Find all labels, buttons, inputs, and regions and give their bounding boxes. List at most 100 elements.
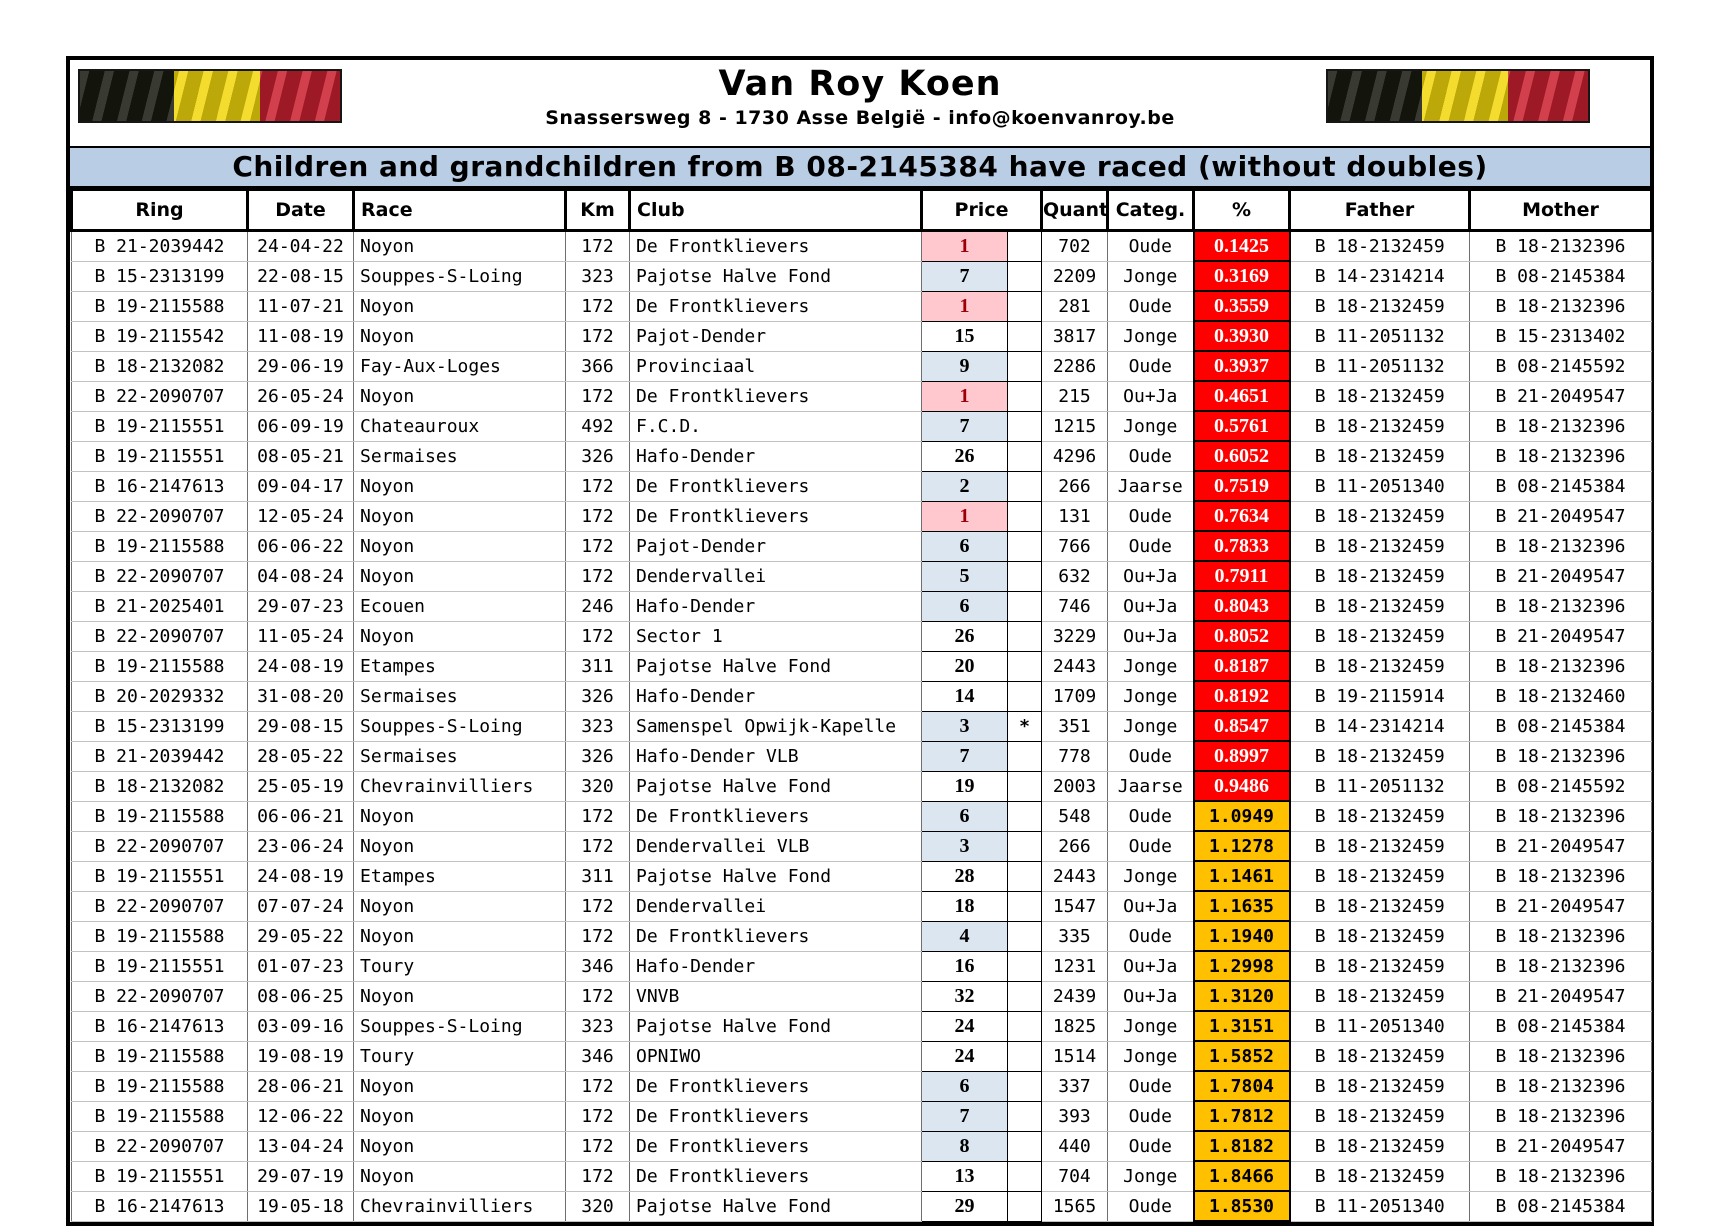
- table-row: B 19-2115588 11-07-21 Noyon 172 De Frontklie…: [71, 290, 1652, 322]
- cell-km: 346: [565, 950, 630, 982]
- cell-club: De Frontklievers: [629, 1160, 922, 1192]
- cell-club: Pajot-Dender: [629, 530, 922, 562]
- cell-club: De Frontklievers: [629, 1070, 922, 1102]
- cell-father: B 14-2314214: [1289, 710, 1470, 742]
- cell-km: 326: [565, 680, 630, 712]
- cell-km: 172: [565, 530, 630, 562]
- cell-ring: B 22-2090707: [71, 890, 248, 922]
- cell-race: Noyon: [353, 620, 566, 652]
- cell-race: Sermaises: [353, 440, 566, 472]
- cell-club: Pajotse Halve Fond: [629, 260, 922, 292]
- cell-quantity: 351: [1041, 710, 1108, 742]
- cell-categ: Ou+Ja: [1107, 380, 1194, 412]
- cell-km: 172: [565, 980, 630, 1012]
- cell-ring: B 22-2090707: [71, 830, 248, 862]
- cell-pct: 0.3559: [1192, 290, 1291, 322]
- cell-categ: Ou+Ja: [1107, 590, 1194, 622]
- cell-mother: B 18-2132396: [1469, 440, 1652, 472]
- cell-race: Noyon: [353, 920, 566, 952]
- cell-father: B 18-2132459: [1289, 620, 1470, 652]
- cell-club: De Frontklievers: [629, 1130, 922, 1162]
- masthead: Van Roy Koen Snassersweg 8 - 1730 Asse B…: [70, 60, 1650, 146]
- cell-categ: Ou+Ja: [1107, 620, 1194, 652]
- cell-categ: Jonge: [1107, 1010, 1194, 1042]
- document-frame: Van Roy Koen Snassersweg 8 - 1730 Asse B…: [66, 56, 1654, 1226]
- cell-price: 20: [921, 650, 1008, 682]
- cell-star: [1007, 470, 1042, 502]
- cell-race: Noyon: [353, 530, 566, 562]
- cell-mother: B 08-2145592: [1469, 770, 1652, 802]
- cell-pct: 1.5852: [1192, 1040, 1291, 1072]
- cell-star: [1007, 620, 1042, 652]
- cell-star: *: [1007, 710, 1042, 742]
- cell-date: 08-06-25: [247, 980, 354, 1012]
- cell-price: 6: [921, 590, 1008, 622]
- cell-club: VNVB: [629, 980, 922, 1012]
- cell-categ: Jonge: [1107, 260, 1194, 292]
- cell-km: 311: [565, 650, 630, 682]
- cell-club: F.C.D.: [629, 410, 922, 442]
- cell-date: 06-06-21: [247, 800, 354, 832]
- cell-quantity: 778: [1041, 740, 1108, 772]
- cell-categ: Jonge: [1107, 860, 1194, 892]
- cell-club: De Frontklievers: [629, 290, 922, 322]
- cell-km: 320: [565, 1190, 630, 1222]
- cell-star: [1007, 410, 1042, 442]
- cell-date: 29-08-15: [247, 710, 354, 742]
- cell-mother: B 18-2132460: [1469, 680, 1652, 712]
- cell-price: 24: [921, 1010, 1008, 1042]
- table-row: B 19-2115551 29-07-19 Noyon 172 De Frontklie…: [71, 1160, 1652, 1192]
- cell-price: 8: [921, 1130, 1008, 1162]
- cell-price: 7: [921, 410, 1008, 442]
- cell-price: 28: [921, 860, 1008, 892]
- cell-mother: B 18-2132396: [1469, 410, 1652, 442]
- cell-km: 246: [565, 590, 630, 622]
- cell-club: OPNIWO: [629, 1040, 922, 1072]
- cell-categ: Jonge: [1107, 650, 1194, 682]
- cell-ring: B 19-2115588: [71, 530, 248, 562]
- cell-quantity: 335: [1041, 920, 1108, 952]
- cell-km: 172: [565, 560, 630, 592]
- cell-price: 19: [921, 770, 1008, 802]
- cell-km: 172: [565, 380, 630, 412]
- cell-race: Noyon: [353, 1100, 566, 1132]
- cell-categ: Oude: [1107, 830, 1194, 862]
- cell-categ: Ou+Ja: [1107, 950, 1194, 982]
- table-row: B 21-2025401 29-07-23 Ecouen 246 Hafo-Dender…: [71, 590, 1652, 622]
- cell-categ: Jaarse: [1107, 770, 1194, 802]
- cell-star: [1007, 800, 1042, 832]
- page-title: Van Roy Koen: [718, 64, 1002, 104]
- cell-club: Samenspel Opwijk-Kapelle: [629, 710, 922, 742]
- cell-pct: 0.1425: [1192, 229, 1291, 262]
- cell-price: 5: [921, 560, 1008, 592]
- cell-pct: 0.5761: [1192, 410, 1291, 442]
- cell-ring: B 22-2090707: [71, 980, 248, 1012]
- cell-quantity: 1825: [1041, 1010, 1108, 1042]
- cell-star: [1007, 290, 1042, 322]
- cell-mother: B 08-2145384: [1469, 710, 1652, 742]
- cell-categ: Oude: [1107, 530, 1194, 562]
- cell-pct: 1.3151: [1192, 1010, 1291, 1042]
- cell-mother: B 18-2132396: [1469, 650, 1652, 682]
- table-row: B 19-2115551 08-05-21 Sermaises 326 Hafo-Den…: [71, 440, 1652, 472]
- cell-quantity: 266: [1041, 470, 1108, 502]
- cell-mother: B 21-2049547: [1469, 980, 1652, 1012]
- cell-ring: B 16-2147613: [71, 1010, 248, 1042]
- cell-categ: Oude: [1107, 740, 1194, 772]
- cell-pct: 1.7812: [1192, 1100, 1291, 1132]
- cell-father: B 18-2132459: [1289, 440, 1470, 472]
- cell-quantity: 4296: [1041, 440, 1108, 472]
- cell-club: Dendervallei: [629, 560, 922, 592]
- cell-ring: B 19-2115551: [71, 410, 248, 442]
- table-row: B 19-2115588 28-06-21 Noyon 172 De Frontklie…: [71, 1070, 1652, 1102]
- cell-ring: B 21-2039442: [71, 230, 248, 262]
- cell-mother: B 08-2145384: [1469, 470, 1652, 502]
- cell-date: 26-05-24: [247, 380, 354, 412]
- cell-categ: Oude: [1107, 290, 1194, 322]
- cell-ring: B 19-2115588: [71, 920, 248, 952]
- cell-father: B 18-2132459: [1289, 1100, 1470, 1132]
- cell-quantity: 1547: [1041, 890, 1108, 922]
- cell-race: Chevrainvilliers: [353, 1190, 566, 1222]
- cell-price: 1: [921, 500, 1008, 532]
- cell-km: 172: [565, 230, 630, 262]
